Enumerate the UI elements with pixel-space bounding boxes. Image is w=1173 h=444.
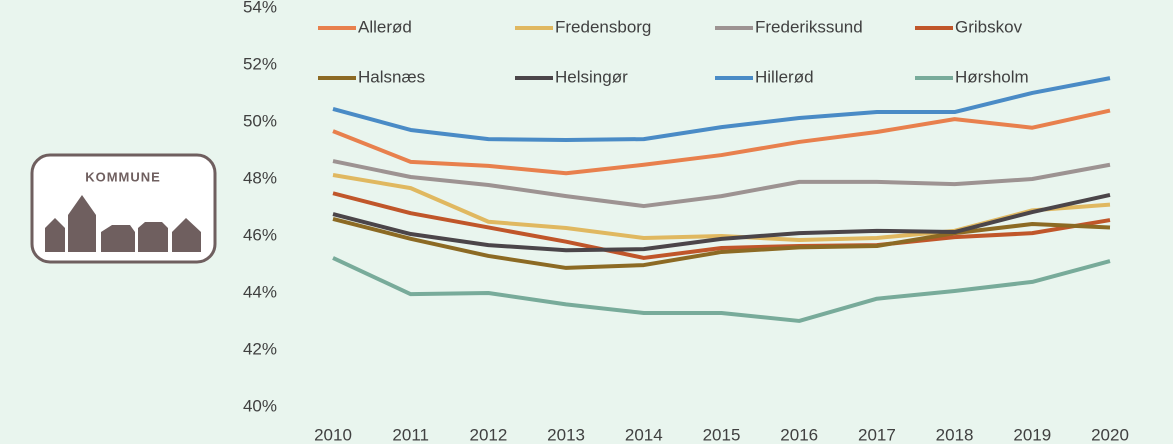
series-line xyxy=(332,108,1111,176)
series-line xyxy=(332,216,1111,270)
legend-label: Helsingør xyxy=(555,67,628,86)
legend-label: Fredensborg xyxy=(555,17,651,36)
legend-label: Hørsholm xyxy=(955,67,1029,86)
legend-label: Frederikssund xyxy=(755,17,863,36)
legend-label: Gribskov xyxy=(955,17,1023,36)
logo-text: KOMMUNE xyxy=(85,169,161,184)
y-tick-label: 40% xyxy=(243,396,277,415)
y-tick-label: 50% xyxy=(243,111,277,130)
logo-buildings xyxy=(45,195,201,252)
x-tick-label: 2019 xyxy=(1013,425,1051,444)
y-tick-label: 42% xyxy=(243,339,277,358)
y-tick-label: 44% xyxy=(243,282,277,301)
x-tick-label: 2020 xyxy=(1091,425,1129,444)
series-line xyxy=(332,159,1111,209)
x-tick-label: 2010 xyxy=(314,425,352,444)
logo: KOMMUNE xyxy=(30,153,217,264)
legend-label: Allerød xyxy=(358,17,412,36)
x-tick-label: 2018 xyxy=(936,425,974,444)
x-tick-label: 2012 xyxy=(469,425,507,444)
series-line xyxy=(332,193,1111,253)
series-line xyxy=(332,256,1111,323)
x-tick-label: 2011 xyxy=(392,425,429,444)
x-tick-label: 2014 xyxy=(625,425,663,444)
legend-label: Hillerød xyxy=(755,67,814,86)
x-tick-label: 2015 xyxy=(703,425,741,444)
x-tick-label: 2016 xyxy=(780,425,818,444)
legend-label: Halsnæs xyxy=(358,67,425,86)
series-line xyxy=(332,191,1111,260)
y-tick-label: 48% xyxy=(243,168,277,187)
x-tick-label: 2017 xyxy=(858,425,896,444)
series-line xyxy=(332,76,1111,142)
y-tick-label: 52% xyxy=(243,54,277,73)
y-tick-label: 54% xyxy=(243,0,277,16)
x-tick-label: 2013 xyxy=(547,425,585,444)
y-tick-label: 46% xyxy=(243,225,277,244)
